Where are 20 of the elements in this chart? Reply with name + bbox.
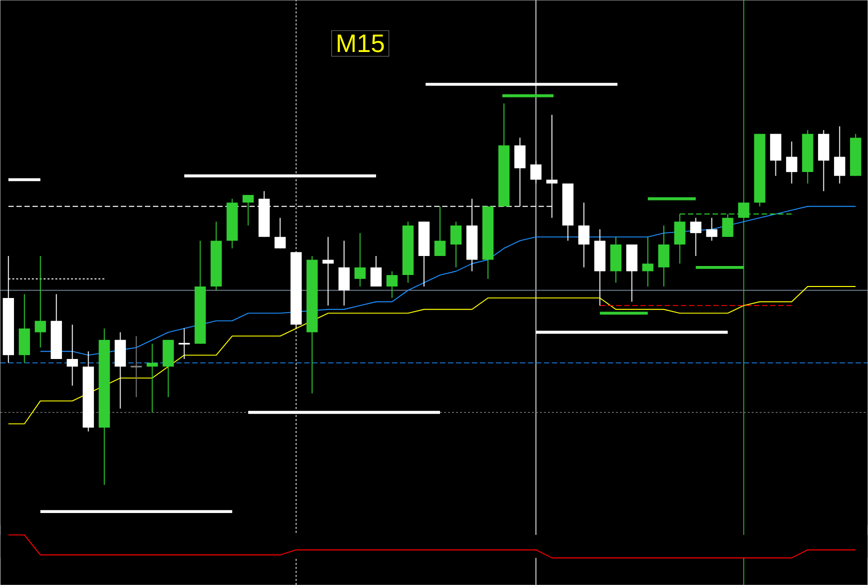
candlestick xyxy=(386,270,398,298)
candlestick xyxy=(786,140,798,184)
candlestick xyxy=(690,217,702,256)
candlestick xyxy=(834,126,846,184)
candlestick xyxy=(578,202,590,268)
candlestick xyxy=(66,324,78,386)
candlestick xyxy=(146,343,158,413)
candlestick xyxy=(242,194,254,226)
candlestick xyxy=(274,217,286,249)
candlestick xyxy=(34,255,46,348)
candlestick xyxy=(450,221,462,268)
candlestick xyxy=(370,255,382,287)
candlestick xyxy=(434,206,446,256)
candlestick xyxy=(322,236,334,306)
candlestick xyxy=(706,217,718,242)
chart-title: M15 xyxy=(338,34,384,52)
candlestick xyxy=(658,224,670,287)
candlestick xyxy=(354,232,366,287)
candlestick xyxy=(338,240,350,306)
candlestick xyxy=(642,236,654,287)
